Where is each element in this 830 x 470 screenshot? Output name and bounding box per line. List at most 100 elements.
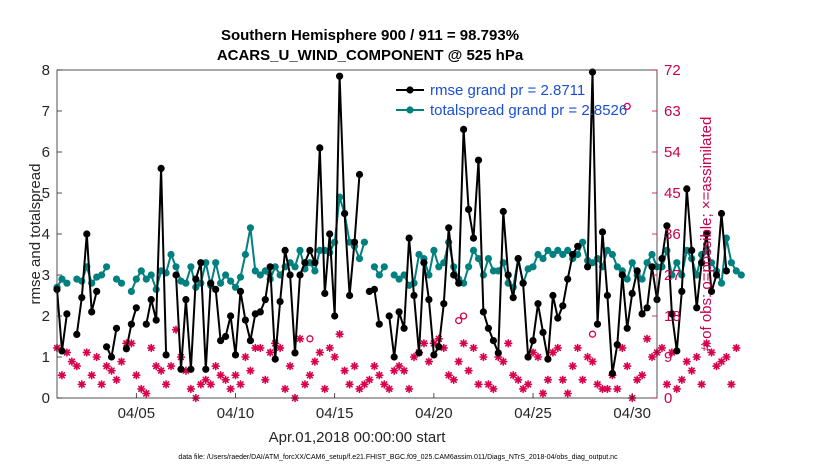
obs-assimilated-marker xyxy=(464,366,473,375)
obs-assimilated-marker xyxy=(216,371,225,380)
spread-point xyxy=(474,255,483,263)
spread-point xyxy=(172,263,180,271)
rmse-point xyxy=(341,209,349,218)
rmse-point xyxy=(415,349,423,357)
obs-assimilated-marker xyxy=(380,380,389,389)
rmse-point xyxy=(430,351,438,359)
obs-assimilated-marker xyxy=(677,375,686,384)
spread-point xyxy=(628,259,636,267)
spread-point xyxy=(390,271,398,279)
spread-point xyxy=(370,263,378,271)
obs-assimilated-marker xyxy=(196,380,206,389)
y-axis-right: 0 9 18 27 36 45 54 63 72 xyxy=(652,62,681,407)
y-tick-label: 7 xyxy=(42,103,50,120)
rmse-point xyxy=(598,228,607,236)
spread-point xyxy=(360,238,368,246)
obs-assimilated-marker xyxy=(275,343,285,353)
rmse-point xyxy=(410,291,418,300)
obs-assimilated-marker xyxy=(732,343,741,353)
obs-possible-marker xyxy=(588,330,597,338)
rmse-point xyxy=(370,285,378,293)
obs-assimilated-marker xyxy=(211,361,220,371)
obs-assimilated-marker xyxy=(707,348,716,357)
spread-point xyxy=(222,271,230,279)
obs-assimilated-marker xyxy=(424,357,434,366)
obs-assimilated-marker xyxy=(454,357,463,366)
rmse-point xyxy=(172,271,180,279)
obs-assimilated-marker xyxy=(201,375,210,384)
obs-assimilated-marker xyxy=(504,339,513,348)
obs-assimilated-marker xyxy=(484,380,493,389)
obs-assimilated-marker xyxy=(385,384,394,394)
obs-assimilated-marker xyxy=(236,380,245,389)
obs-assimilated-marker xyxy=(256,343,265,353)
obs-assimilated-marker xyxy=(613,384,622,394)
plot-area xyxy=(57,70,657,398)
rmse-point xyxy=(534,300,542,308)
obs-assimilated-marker xyxy=(72,361,82,371)
obs-assimilated-marker xyxy=(147,343,156,353)
rmse-point xyxy=(83,230,91,238)
obs-assimilated-marker xyxy=(246,366,255,375)
rmse-point xyxy=(499,207,507,216)
rmse-point xyxy=(321,289,329,297)
rmse-point xyxy=(648,263,656,271)
y2-tick-label: 63 xyxy=(664,103,681,120)
spread-point xyxy=(732,267,740,275)
spread-point xyxy=(737,271,745,279)
spread-point xyxy=(494,267,502,275)
rmse-point xyxy=(331,312,339,320)
obs-assimilated-marker xyxy=(672,384,682,394)
obs-assimilated-marker xyxy=(102,361,111,371)
rmse-point xyxy=(529,337,537,345)
rmse-point xyxy=(574,242,582,250)
rmse-point xyxy=(514,255,522,263)
rmse-point xyxy=(722,267,731,275)
obs-assimilated-marker xyxy=(523,380,533,389)
rmse-point xyxy=(633,267,641,275)
y-tick-label: 2 xyxy=(42,308,50,325)
obs-assimilated-marker xyxy=(77,380,86,389)
rmse-point xyxy=(698,259,706,267)
obs-assimilated-marker xyxy=(107,366,116,375)
rmse-point xyxy=(256,308,264,316)
rmse-point xyxy=(435,343,443,351)
y-tick-label: 0 xyxy=(42,390,50,407)
rmse-point xyxy=(474,156,483,164)
rmse-point xyxy=(385,312,393,320)
obs-assimilated-marker xyxy=(305,371,315,380)
legend-rmse-label: rmse grand pr = 2.8711 xyxy=(430,82,585,99)
obs-assimilated-marker xyxy=(459,339,468,348)
rmse-point xyxy=(603,291,612,300)
rmse-point xyxy=(246,337,254,345)
rmse-point xyxy=(316,144,324,152)
obs-assimilated-marker xyxy=(568,361,577,371)
rmse-point xyxy=(445,224,453,232)
rmse-point xyxy=(261,296,269,304)
obs-assimilated-marker xyxy=(295,334,305,343)
rmse-point xyxy=(355,170,364,179)
chart-title: Southern Hemisphere 900 / 911 = 98.793% xyxy=(221,27,519,44)
y2-tick-label: 0 xyxy=(664,390,672,407)
rmse-point xyxy=(400,324,408,332)
spread-point xyxy=(236,273,245,281)
rmse-point xyxy=(479,308,487,316)
rmse-point xyxy=(623,324,631,332)
spread-point xyxy=(167,250,175,259)
obs-assimilated-marker xyxy=(266,348,275,357)
spread-point xyxy=(375,271,383,279)
obs-assimilated-marker xyxy=(370,361,379,371)
rmse-point xyxy=(266,263,274,271)
spread-point xyxy=(579,238,587,246)
spread-point xyxy=(296,246,304,254)
rmse-point xyxy=(231,351,240,359)
rmse-point xyxy=(286,271,294,279)
rmse-point xyxy=(524,353,532,361)
spread-series xyxy=(53,193,745,295)
obs-assimilated-marker xyxy=(662,380,672,389)
spread-point xyxy=(479,271,487,279)
rmse-point xyxy=(484,324,492,332)
rmse-point xyxy=(311,259,319,267)
rmse-point xyxy=(375,320,383,328)
